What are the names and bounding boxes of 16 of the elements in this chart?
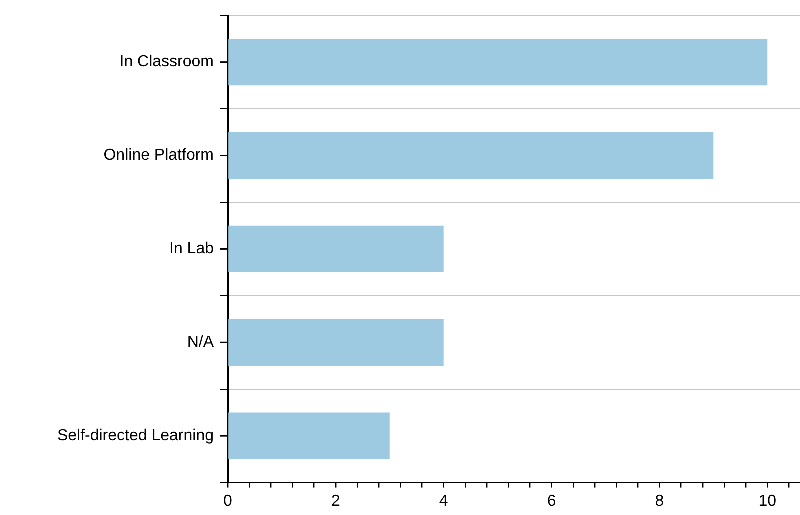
x-tick-label: 2: [331, 492, 340, 510]
bar: [228, 38, 768, 86]
bar: [228, 226, 444, 273]
y-tick-label: In Classroom: [120, 54, 214, 71]
y-tick-label: In Lab: [170, 240, 214, 258]
x-tick-label: 6: [547, 492, 556, 510]
y-tick-label: N/A: [187, 334, 214, 352]
bar: [228, 132, 714, 180]
bar: [228, 319, 444, 366]
y-tick-label: Online Platform: [104, 147, 214, 164]
x-tick-label: 8: [655, 492, 664, 510]
y-tick-label: Self-directed Learning: [57, 427, 214, 444]
x-tick-label: 0: [224, 492, 233, 510]
x-tick-label: 4: [439, 492, 448, 510]
bar: [228, 412, 390, 460]
x-tick-label: 10: [758, 492, 777, 510]
